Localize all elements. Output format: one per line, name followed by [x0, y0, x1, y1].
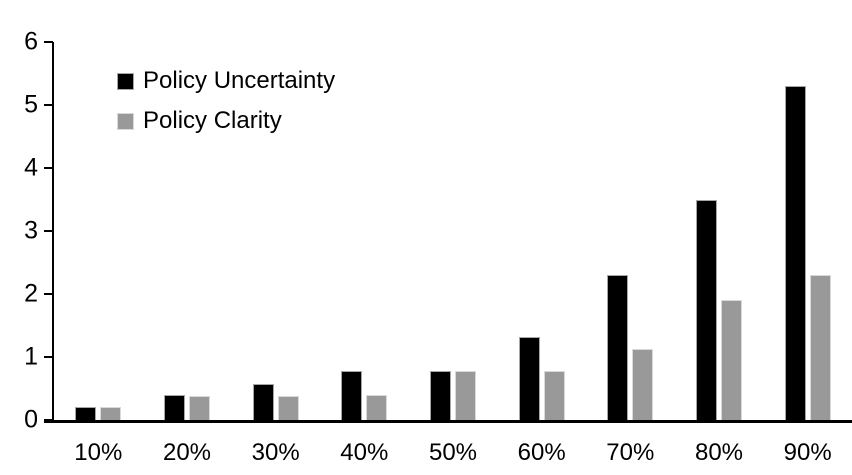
y-tick-label: 4 — [24, 153, 38, 182]
y-tick-label: 5 — [24, 90, 38, 119]
x-tick-label: 30% — [251, 439, 300, 466]
y-tick — [44, 41, 53, 43]
bar-policy-clarity — [721, 300, 742, 420]
bar-policy-clarity — [366, 394, 388, 420]
y-axis — [52, 42, 54, 420]
bar-policy-clarity — [277, 396, 299, 420]
bar-policy-clarity — [543, 371, 565, 420]
y-tick-label: 6 — [24, 27, 38, 56]
bar-policy-uncertainty — [164, 394, 185, 420]
bar-policy-clarity — [455, 371, 476, 420]
bar-policy-clarity — [189, 396, 210, 420]
legend-item-policy-uncertainty: Policy Uncertainty — [117, 61, 335, 101]
bar-policy-clarity — [100, 407, 122, 420]
bar-policy-uncertainty — [252, 384, 274, 420]
y-tick — [44, 419, 53, 421]
legend-item-policy-clarity: Policy Clarity — [117, 101, 335, 141]
y-tick — [44, 167, 53, 169]
y-tick-label: 0 — [24, 405, 38, 434]
x-tick-label: 20% — [162, 439, 212, 466]
y-tick — [44, 104, 53, 106]
bar-policy-uncertainty — [430, 371, 451, 420]
bar-policy-uncertainty — [518, 336, 540, 420]
y-tick — [44, 356, 53, 358]
x-tick-label: 50% — [428, 439, 478, 466]
legend-label: Policy Clarity — [143, 107, 282, 134]
x-tick-label: 90% — [783, 439, 832, 466]
bar-policy-uncertainty — [784, 86, 806, 420]
bar-policy-clarity — [632, 348, 654, 420]
bar-policy-uncertainty — [75, 407, 97, 420]
y-tick-label: 2 — [24, 279, 38, 308]
y-tick-label: 1 — [24, 342, 38, 371]
x-tick-label: 70% — [606, 439, 655, 466]
legend: Policy Uncertainty Policy Clarity — [117, 61, 335, 141]
x-axis — [44, 420, 852, 423]
x-tick-label: 80% — [694, 439, 744, 466]
legend-swatch-black-icon — [117, 72, 134, 90]
x-tick-label: 40% — [340, 439, 389, 466]
x-tick-label: 10% — [74, 439, 123, 466]
legend-label: Policy Uncertainty — [143, 67, 336, 94]
bar-policy-clarity — [809, 275, 831, 420]
bar-policy-uncertainty — [696, 199, 717, 420]
legend-swatch-gray-icon — [117, 112, 134, 130]
y-tick — [44, 230, 53, 232]
bar-policy-uncertainty — [607, 275, 629, 420]
x-tick-label: 60% — [517, 439, 566, 466]
y-tick — [44, 293, 53, 295]
bar-policy-uncertainty — [341, 371, 363, 420]
y-tick-label: 3 — [24, 216, 38, 245]
